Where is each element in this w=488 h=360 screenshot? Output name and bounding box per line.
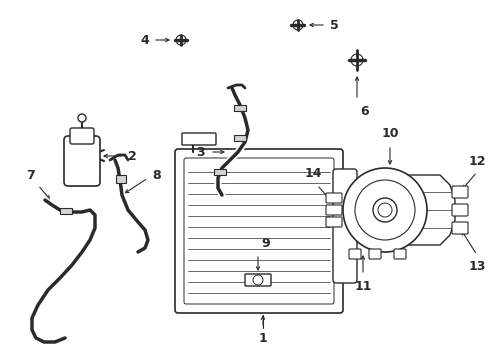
FancyBboxPatch shape [182, 133, 216, 145]
Text: 13: 13 [468, 260, 485, 273]
Circle shape [372, 198, 396, 222]
Text: 4: 4 [140, 33, 149, 46]
Text: 10: 10 [381, 127, 398, 140]
Text: 9: 9 [261, 237, 269, 250]
Bar [234, 105, 245, 111]
FancyBboxPatch shape [393, 249, 405, 259]
FancyBboxPatch shape [64, 136, 100, 186]
FancyBboxPatch shape [451, 186, 467, 198]
Bar [234, 135, 245, 141]
FancyBboxPatch shape [332, 169, 356, 283]
Circle shape [78, 114, 86, 122]
FancyBboxPatch shape [451, 204, 467, 216]
Text: 5: 5 [329, 18, 338, 32]
Polygon shape [404, 175, 454, 245]
Text: 11: 11 [353, 280, 371, 293]
FancyBboxPatch shape [451, 222, 467, 234]
Bar [214, 169, 225, 175]
FancyBboxPatch shape [70, 128, 94, 144]
Text: 12: 12 [468, 155, 485, 168]
Text: 1: 1 [258, 332, 267, 345]
FancyBboxPatch shape [325, 217, 341, 227]
Bar [116, 175, 126, 183]
FancyBboxPatch shape [368, 249, 380, 259]
FancyBboxPatch shape [175, 149, 342, 313]
FancyBboxPatch shape [325, 193, 341, 203]
Text: 6: 6 [359, 105, 368, 118]
FancyBboxPatch shape [348, 249, 360, 259]
Text: 2: 2 [128, 149, 137, 162]
Circle shape [342, 168, 426, 252]
Text: 3: 3 [196, 145, 204, 158]
Text: 8: 8 [152, 168, 160, 181]
Bar [60, 208, 72, 214]
Text: 14: 14 [304, 167, 321, 180]
Text: 7: 7 [26, 169, 35, 182]
FancyBboxPatch shape [325, 205, 341, 215]
FancyBboxPatch shape [244, 274, 270, 286]
